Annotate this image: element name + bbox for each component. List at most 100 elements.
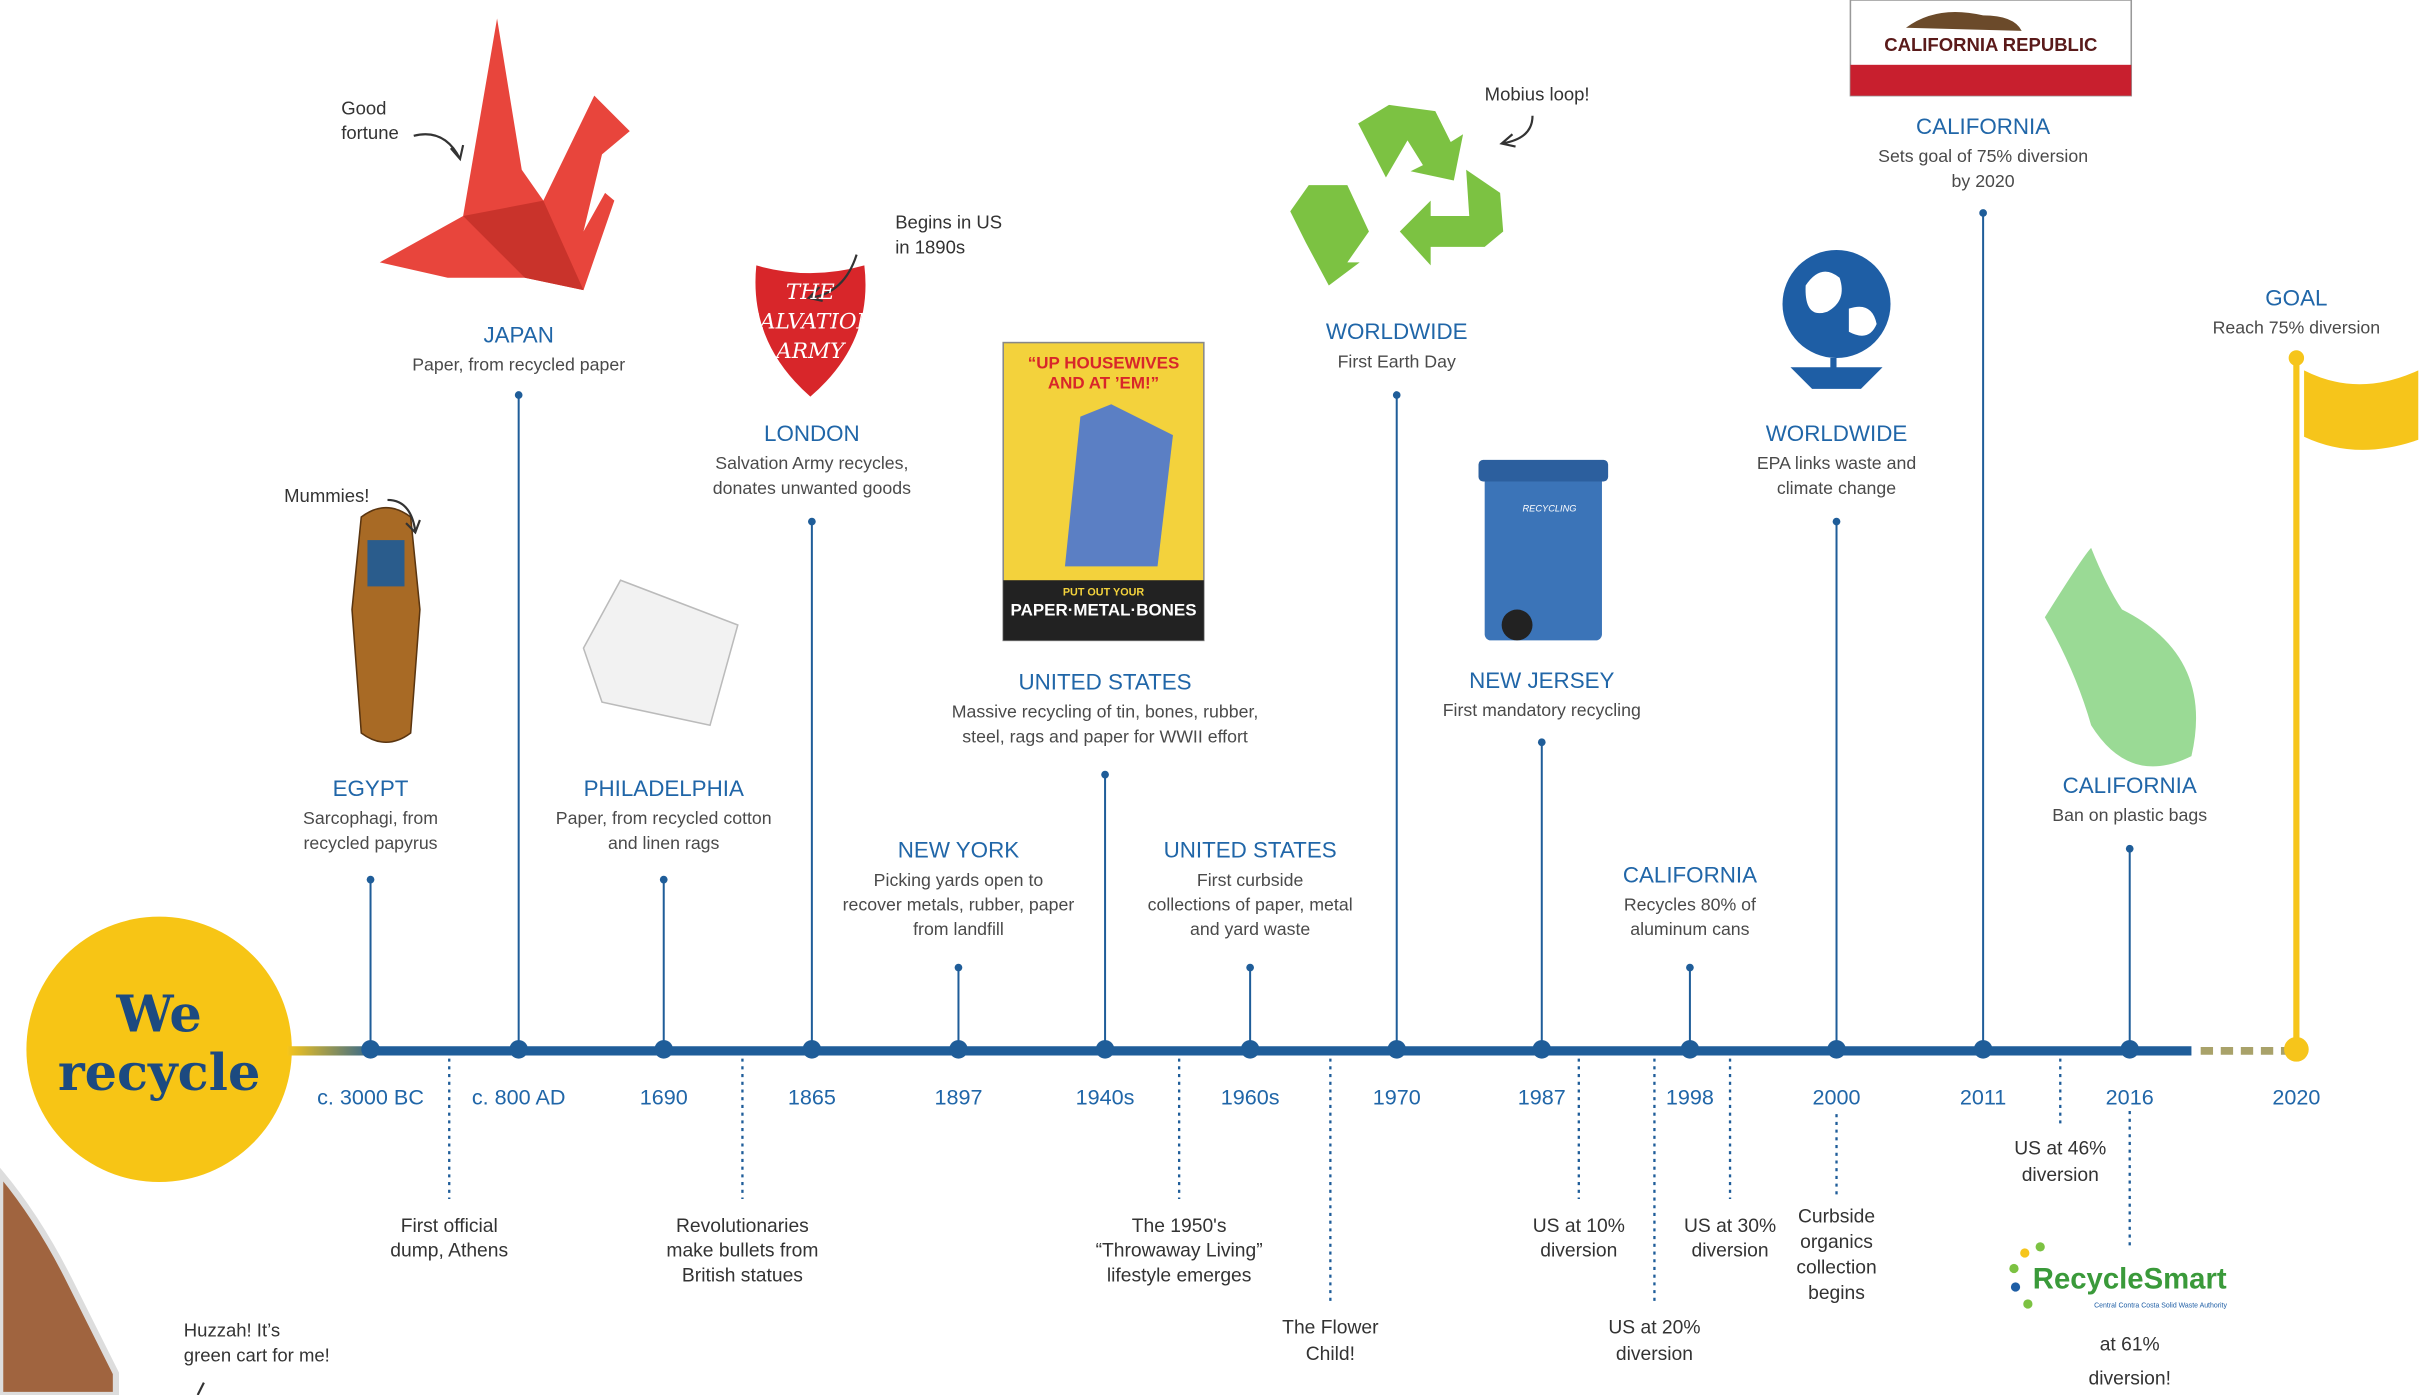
event-description: recycled papyrus [303,833,437,853]
event-dot [803,1040,822,1059]
event-place: NEW JERSEY [1469,668,1614,693]
event-stem-dot [1246,964,1254,972]
event-stem-dot [1101,771,1109,779]
event-stem-dot [1833,518,1841,526]
paper-stack [583,580,737,725]
event-dot [654,1040,673,1059]
note-text: begins [1808,1283,1865,1304]
poster-text: AND AT ’EM!” [1048,374,1159,393]
event-stem-dot [955,964,963,972]
annotation: Good [341,97,386,118]
event-place: CALIFORNIA [1623,862,1757,887]
event-year: 2011 [1960,1084,2006,1109]
flag-text: CALIFORNIA REPUBLIC [1884,34,2097,55]
sarcophagus-mask [367,540,404,586]
logo-subtitle: Central Contra Costa Solid Waste Authori… [2094,1302,2227,1309]
green-cart-edge [0,1173,116,1395]
note-text: Curbside [1798,1207,1875,1228]
note-text: US at 10% [1533,1216,1625,1237]
badge-text: recycle [58,1043,261,1103]
event-description: recover metals, rubber, paper [843,895,1075,915]
note-text: at 61% [2100,1335,2160,1356]
event-dot [1241,1040,1260,1059]
event-place: EGYPT [333,776,409,801]
event-place: WORLDWIDE [1766,421,1908,446]
note-text: US at 46% [2014,1139,2106,1160]
event-place: CALIFORNIA [2063,773,2197,798]
bin-lid [1479,460,1609,482]
event-dot [1827,1040,1846,1059]
event-description: by 2020 [1952,171,2015,191]
event-description: Sets goal of 75% diversion [1878,146,2088,166]
event-description: Ban on plastic bags [2052,805,2207,825]
recycle-symbol [1290,105,1503,286]
event-description: First Earth Day [1338,351,1456,371]
annotation: fortune [341,122,399,143]
poster-text: “UP HOUSEWIVES [1028,354,1180,373]
event-year: 1940s [1076,1084,1135,1109]
globe-stand [1798,358,1875,386]
event-year: c. 3000 BC [317,1084,424,1109]
event-description: Paper, from recycled cotton [556,808,772,828]
event-place: JAPAN [483,322,553,347]
event-description: Reach 75% diversion [2213,317,2381,337]
note-text: The Flower [1282,1318,1379,1339]
plastic-bag [2045,548,2196,767]
event-dot [949,1040,968,1059]
event-description: donates unwanted goods [713,478,911,498]
event-description: Recycles 80% of [1624,895,1756,915]
annotation: Huzzah! It’s [184,1320,280,1341]
note-text: The 1950's [1132,1216,1227,1237]
event-description: aluminum cans [1630,919,1749,939]
event-year: 1970 [1373,1084,1421,1109]
shield-text: ARMY [774,339,846,364]
event-place: GOAL [2265,285,2327,310]
event-year: c. 800 AD [472,1084,566,1109]
logo-name: RecycleSmart [2033,1263,2227,1296]
event-description: Salvation Army recycles, [715,453,908,473]
event-description: and linen rags [608,833,720,853]
logo-dot [2023,1299,2032,1308]
axis [371,1046,2192,1055]
event-description: Massive recycling of tin, bones, rubber, [952,702,1259,722]
event-dot [1096,1040,1115,1059]
event-dot [1533,1040,1552,1059]
note-text: diversion [1540,1241,1617,1262]
event-dot [361,1040,380,1059]
event-stem-dot [1393,391,1401,399]
event-stem-dot [515,391,523,399]
event-stem-dot [2126,845,2134,853]
logo-dot [2011,1282,2020,1291]
event-place: CALIFORNIA [1916,114,2050,139]
event-dot [1681,1040,1700,1059]
logo-dot [2036,1242,2045,1251]
event-place: LONDON [764,421,860,446]
logo-dot [2020,1248,2029,1257]
flag-stripe [1850,65,2131,96]
annotation: Mobius loop! [1485,84,1590,105]
event-stem-dot [367,876,375,884]
event-place: WORLDWIDE [1326,319,1468,344]
event-place: NEW YORK [898,838,1019,863]
annotation: Mummies! [284,485,369,506]
event-year: 1865 [788,1084,836,1109]
event-year: 1897 [934,1084,982,1109]
event-stem-dot [808,518,816,526]
note-text: organics [1800,1232,1873,1253]
event-stem-dot [1979,209,1987,217]
event-description: climate change [1777,478,1896,498]
note-text: diversion! [2088,1369,2170,1390]
event-year: 1960s [1221,1084,1280,1109]
poster-text: PUT OUT YOUR [1063,586,1145,598]
poster-text: PAPER·METAL·BONES [1011,601,1197,620]
event-description: Picking yards open to [874,870,1044,890]
event-place: UNITED STATES [1164,838,1337,863]
note-text: diversion [2022,1165,2099,1186]
recycling-bin [1485,463,1602,640]
note-text: dump, Athens [390,1241,508,1262]
note-text: diversion [1616,1344,1693,1365]
page: {"badge":{"lines":["We","recycle"]}, "ev… [0,0,2420,1395]
note-text: collection [1796,1258,1876,1279]
event-stem-dot [660,876,668,884]
event-description: Paper, from recycled paper [412,354,625,374]
